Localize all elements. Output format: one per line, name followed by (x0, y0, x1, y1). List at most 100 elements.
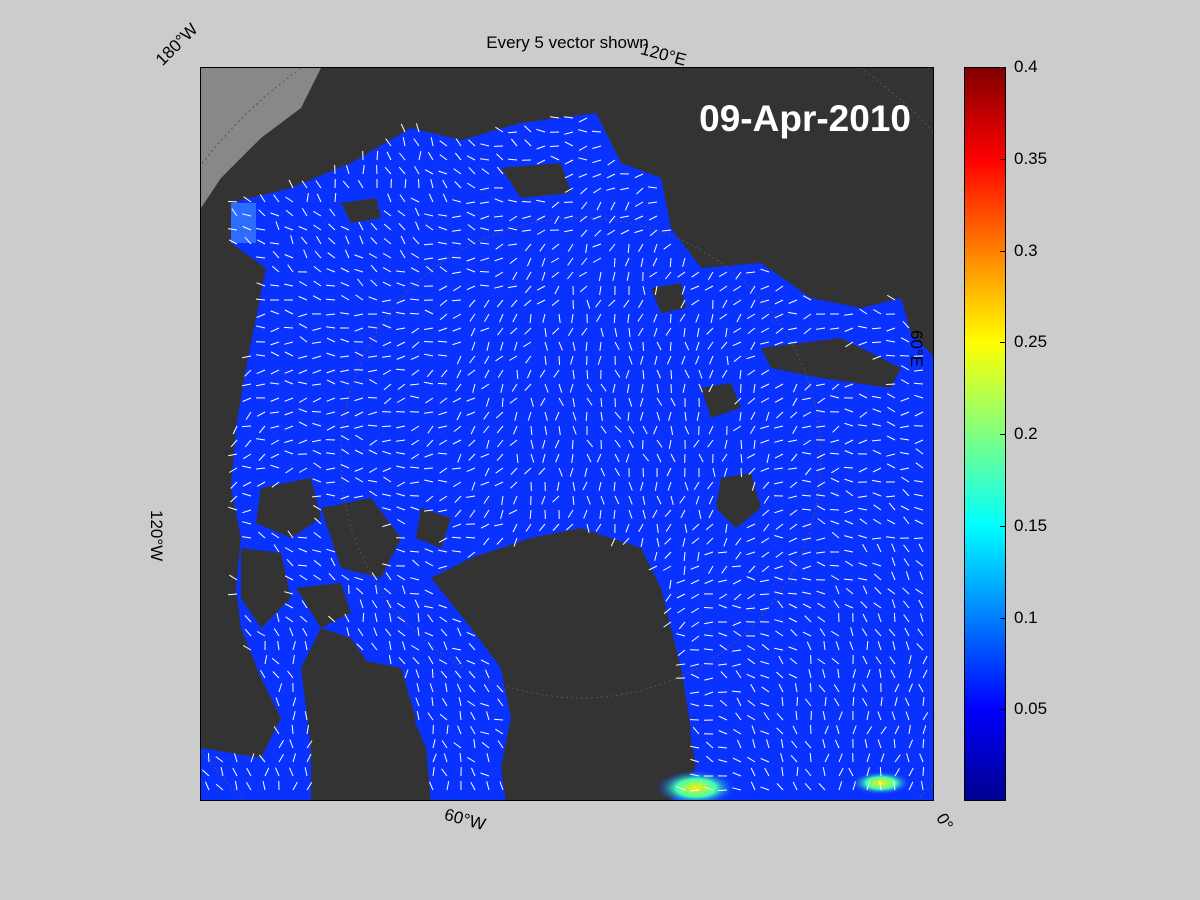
drift-vector (859, 308, 868, 315)
drift-vector (298, 369, 308, 374)
drift-vector (920, 613, 924, 623)
drift-vector (639, 397, 644, 407)
drift-vector (384, 166, 392, 175)
drift-vector (326, 352, 336, 357)
drift-vector (760, 730, 770, 735)
drift-vector (452, 341, 462, 346)
drift-vector (227, 593, 238, 596)
drift-vector (788, 341, 798, 344)
drift-vector (290, 235, 294, 245)
drift-vector (438, 285, 448, 291)
drift-vector (586, 523, 590, 533)
drift-vector (468, 642, 476, 651)
drift-vector (669, 257, 672, 268)
drift-vector (386, 599, 392, 609)
drift-vector (466, 495, 476, 498)
drift-vector (763, 495, 770, 504)
drift-vector (732, 341, 742, 347)
drift-vector (746, 576, 756, 581)
drift-vector (416, 711, 420, 721)
drift-vector (538, 523, 546, 532)
drift-vector (607, 229, 616, 236)
drift-vector (844, 408, 854, 413)
drift-vector (802, 452, 812, 455)
drift-vector (914, 411, 924, 417)
drift-vector (789, 523, 798, 530)
plot-title: Every 5 vector shown (486, 33, 649, 52)
drift-vector (536, 229, 546, 235)
drift-vector (572, 411, 577, 421)
drift-vector (844, 535, 854, 539)
drift-vector (904, 697, 910, 707)
drift-vector (833, 698, 840, 707)
drift-vector (760, 467, 770, 472)
drift-vector (606, 187, 616, 191)
drift-vector (312, 439, 322, 443)
drift-vector (634, 173, 644, 179)
drift-vector (586, 299, 591, 309)
drift-vector (256, 383, 266, 387)
drift-vector (719, 313, 728, 320)
drift-vector (774, 535, 784, 539)
drift-vector (789, 481, 798, 489)
drift-vector (816, 505, 826, 511)
drift-vector (311, 495, 322, 498)
drift-vector (292, 641, 296, 651)
drift-vector (439, 154, 448, 161)
date-stamp: 09-Apr-2010 (699, 98, 911, 139)
drift-vector (298, 408, 308, 413)
drift-vector (733, 327, 742, 334)
drift-vector (452, 439, 462, 445)
drift-vector (705, 523, 714, 531)
drift-vector (480, 242, 490, 245)
drift-vector (354, 381, 364, 385)
drift-vector (424, 411, 434, 414)
drift-vector (678, 621, 686, 630)
drift-vector (681, 285, 686, 295)
drift-vector (780, 753, 784, 763)
drift-vector (459, 752, 462, 763)
drift-vector (599, 509, 602, 519)
drift-vector (468, 139, 476, 147)
drift-vector (480, 659, 490, 665)
drift-vector (270, 212, 280, 217)
drift-vector (342, 180, 350, 189)
drift-vector (370, 264, 378, 273)
drift-vector (368, 411, 378, 416)
drift-vector (835, 641, 840, 651)
drift-vector (873, 573, 882, 581)
drift-vector (751, 481, 756, 491)
drift-vector (424, 548, 434, 553)
drift-vector (480, 187, 490, 191)
drift-vector (242, 465, 252, 469)
graticule (201, 68, 933, 800)
drift-vector (788, 327, 798, 331)
drift-vector (457, 627, 462, 637)
drift-vector (438, 479, 448, 483)
drift-vector (900, 467, 910, 471)
drift-vector (760, 299, 770, 303)
drift-vector (256, 239, 266, 245)
drift-vector (387, 193, 392, 203)
drift-vector (804, 615, 812, 623)
drift-vector (327, 252, 336, 259)
drift-vector (747, 369, 756, 376)
drift-vector (705, 755, 714, 763)
drift-vector (530, 425, 533, 436)
drift-vector (891, 711, 896, 721)
drift-vector (551, 271, 560, 278)
drift-vector (424, 169, 434, 175)
drift-vector (832, 425, 840, 433)
drift-vector (526, 369, 532, 379)
drift-vector (501, 397, 504, 408)
drift-vector (579, 285, 588, 293)
drift-vector (554, 215, 560, 225)
drift-vector (690, 703, 700, 707)
drift-vector (467, 182, 476, 189)
drift-vector (656, 411, 661, 421)
drift-vector (383, 223, 392, 231)
drift-vector (554, 411, 560, 421)
drift-vector (709, 369, 714, 379)
drift-vector (524, 139, 532, 147)
drift-vector (732, 772, 742, 777)
